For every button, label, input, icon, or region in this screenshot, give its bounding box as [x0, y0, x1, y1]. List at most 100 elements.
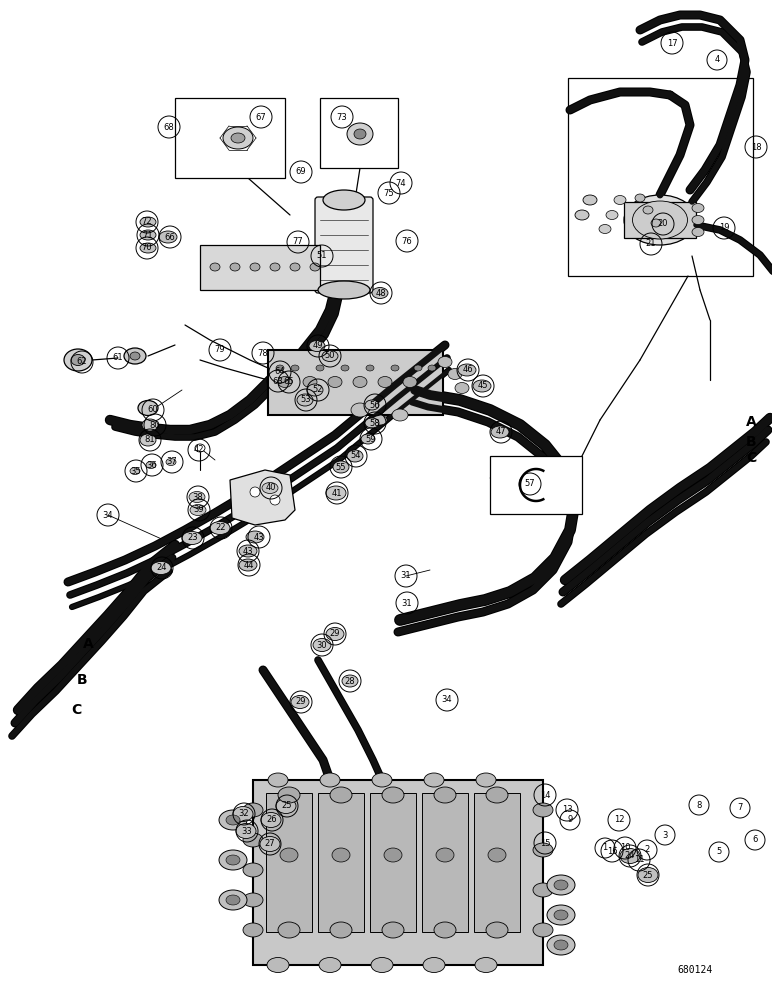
Text: 45: 45 — [478, 381, 488, 390]
Text: 29: 29 — [296, 698, 306, 706]
Ellipse shape — [313, 639, 331, 652]
Ellipse shape — [533, 843, 553, 857]
Ellipse shape — [226, 815, 240, 825]
Text: 4: 4 — [714, 55, 720, 64]
Ellipse shape — [210, 263, 220, 271]
Text: 55: 55 — [336, 462, 347, 472]
Ellipse shape — [692, 216, 704, 225]
Ellipse shape — [140, 230, 156, 240]
Ellipse shape — [342, 675, 358, 687]
Text: 20: 20 — [658, 220, 669, 229]
Text: 3: 3 — [662, 830, 668, 840]
Text: A: A — [83, 637, 93, 651]
Text: 34: 34 — [103, 510, 113, 520]
Ellipse shape — [166, 458, 176, 466]
Ellipse shape — [382, 787, 404, 803]
Text: A: A — [746, 415, 757, 429]
Ellipse shape — [476, 773, 496, 787]
Text: 81: 81 — [144, 436, 155, 444]
Text: 29: 29 — [330, 630, 340, 639]
Text: 64: 64 — [275, 367, 286, 376]
Ellipse shape — [219, 850, 247, 870]
Ellipse shape — [262, 483, 278, 493]
Ellipse shape — [392, 409, 408, 421]
Text: 25: 25 — [643, 870, 653, 880]
Ellipse shape — [424, 773, 444, 787]
Ellipse shape — [423, 958, 445, 972]
Ellipse shape — [226, 855, 240, 865]
Text: 12: 12 — [614, 816, 625, 824]
Ellipse shape — [391, 365, 399, 371]
Ellipse shape — [323, 190, 365, 210]
Ellipse shape — [599, 225, 611, 233]
Text: 18: 18 — [750, 142, 761, 151]
Ellipse shape — [182, 532, 202, 544]
Text: 66: 66 — [164, 232, 175, 241]
Ellipse shape — [219, 890, 247, 910]
Ellipse shape — [635, 194, 645, 202]
Ellipse shape — [138, 400, 158, 416]
Text: 42: 42 — [194, 446, 205, 454]
Text: 67: 67 — [256, 112, 266, 121]
Ellipse shape — [448, 368, 462, 379]
Text: 53: 53 — [300, 395, 311, 404]
Ellipse shape — [291, 365, 299, 371]
Ellipse shape — [303, 376, 317, 387]
Ellipse shape — [146, 462, 156, 468]
Text: 63: 63 — [273, 376, 283, 385]
Text: 23: 23 — [188, 534, 198, 542]
Ellipse shape — [189, 491, 205, 502]
Ellipse shape — [547, 905, 575, 925]
Text: C: C — [746, 451, 757, 465]
Ellipse shape — [434, 922, 456, 938]
Text: 69: 69 — [296, 167, 306, 176]
Polygon shape — [230, 470, 295, 525]
Ellipse shape — [533, 923, 553, 937]
Ellipse shape — [547, 935, 575, 955]
Circle shape — [250, 487, 260, 497]
Ellipse shape — [140, 243, 156, 253]
FancyBboxPatch shape — [474, 793, 520, 932]
Ellipse shape — [575, 210, 589, 220]
Ellipse shape — [347, 123, 373, 145]
Ellipse shape — [276, 798, 296, 814]
Ellipse shape — [71, 355, 85, 365]
Ellipse shape — [554, 880, 568, 890]
Ellipse shape — [278, 922, 300, 938]
Text: 36: 36 — [147, 460, 157, 470]
Text: 32: 32 — [239, 810, 249, 818]
FancyBboxPatch shape — [200, 245, 320, 290]
Ellipse shape — [620, 848, 640, 863]
Ellipse shape — [267, 958, 289, 972]
Ellipse shape — [239, 545, 257, 557]
Ellipse shape — [554, 940, 568, 950]
Ellipse shape — [280, 848, 298, 862]
Ellipse shape — [366, 365, 374, 371]
Text: 74: 74 — [396, 178, 406, 188]
Ellipse shape — [223, 127, 253, 149]
Ellipse shape — [309, 340, 325, 352]
Ellipse shape — [354, 129, 366, 139]
Text: 680124: 680124 — [677, 965, 713, 975]
Text: 7: 7 — [737, 804, 743, 812]
Ellipse shape — [458, 364, 476, 376]
Text: 31: 31 — [401, 598, 412, 607]
Ellipse shape — [130, 468, 140, 475]
Ellipse shape — [243, 863, 263, 877]
Text: 61: 61 — [113, 354, 124, 362]
Ellipse shape — [403, 376, 417, 387]
Ellipse shape — [260, 836, 280, 852]
Ellipse shape — [341, 365, 349, 371]
Ellipse shape — [365, 418, 379, 428]
Ellipse shape — [322, 351, 338, 361]
Ellipse shape — [124, 348, 146, 364]
Ellipse shape — [378, 376, 392, 387]
Text: 21: 21 — [645, 239, 656, 248]
Ellipse shape — [365, 400, 379, 410]
Ellipse shape — [692, 204, 704, 213]
Ellipse shape — [142, 419, 158, 431]
Ellipse shape — [239, 559, 257, 571]
Text: 51: 51 — [317, 251, 327, 260]
Text: 70: 70 — [142, 243, 152, 252]
Text: 13: 13 — [562, 806, 572, 814]
